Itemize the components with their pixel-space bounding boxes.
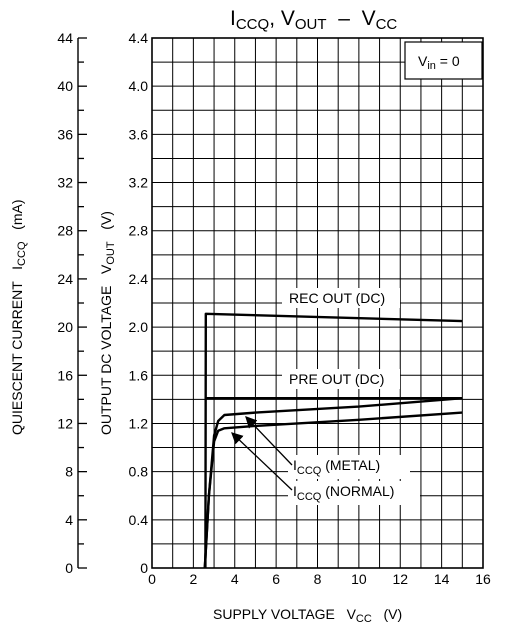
y-right-tick-label: 2.4 xyxy=(129,271,149,287)
series-line-rec-out-dc xyxy=(204,312,463,569)
y-right-tick-label: 1.6 xyxy=(129,367,149,383)
chart-title: ICCQ, VOUT – VCC xyxy=(230,7,397,33)
normal-arrow xyxy=(231,432,293,491)
y-left-tick-label: 8 xyxy=(65,464,73,480)
y-left-tick-label: 44 xyxy=(57,30,73,46)
y-right-axis-label: OUTPUT DC VOLTAGE VOUT (V) xyxy=(98,211,117,435)
metal-arrow xyxy=(245,416,293,466)
y-left-tick-label: 36 xyxy=(57,126,73,142)
y-left-tick-label: 40 xyxy=(57,78,73,94)
x-tick-label: 16 xyxy=(475,571,491,587)
normal-label: ICCQ (NORMAL) xyxy=(293,483,394,503)
y-right-tick-label: 2.0 xyxy=(129,319,149,335)
condition-box xyxy=(404,41,483,80)
y-left-tick-label: 28 xyxy=(57,223,73,239)
pre-out-label: PRE OUT (DC) xyxy=(289,371,384,387)
y-right-tick-label: 4.0 xyxy=(129,78,149,94)
y-right-tick-label: 4.4 xyxy=(129,30,149,46)
x-tick-label: 0 xyxy=(148,571,156,587)
annotations: REC OUT (DC) PRE OUT (DC) ICCQ (METAL) I… xyxy=(231,288,420,505)
y-left-tick-label: 24 xyxy=(57,271,73,287)
series-line-iccq-normal xyxy=(203,411,463,569)
y-right-tick-label: 1.2 xyxy=(129,415,149,431)
y-right-tick-label: 3.6 xyxy=(129,126,149,142)
x-tick-label: 14 xyxy=(434,571,450,587)
y-left-tick-label: 32 xyxy=(57,175,73,191)
series xyxy=(203,312,463,569)
y-right-tick-label: 0.8 xyxy=(129,464,149,480)
condition-label: Vin = 0 xyxy=(418,53,460,72)
metal-label: ICCQ (METAL) xyxy=(293,457,380,477)
x-tick-label: 10 xyxy=(351,571,367,587)
y-left-tick-label: 12 xyxy=(57,415,73,431)
x-tick-label: 12 xyxy=(392,571,408,587)
y-right-tick-label: 0.4 xyxy=(129,512,149,528)
x-tick-label: 2 xyxy=(189,571,197,587)
rec-out-label: REC OUT (DC) xyxy=(289,290,385,306)
axes xyxy=(77,37,484,569)
y-right-tick-label: 2.8 xyxy=(129,223,149,239)
x-tick-label: 8 xyxy=(314,571,322,587)
y-left-axis-label: QUIESCENT CURRENT ICCQ (mA) xyxy=(9,199,28,435)
y-left-tick-label: 4 xyxy=(65,512,73,528)
x-tick-label: 4 xyxy=(231,571,239,587)
y-left-tick-label: 20 xyxy=(57,319,73,335)
plot-frame xyxy=(151,37,484,569)
y-left-tick-label: 16 xyxy=(57,367,73,383)
y-right-tick-label: 0 xyxy=(140,560,148,576)
tick-labels: 04812162024283236404400.40.81.21.62.02.4… xyxy=(57,30,491,587)
x-axis-label: SUPPLY VOLTAGE VCC (V) xyxy=(213,606,402,625)
x-tick-label: 6 xyxy=(272,571,280,587)
y-right-tick-label: 3.2 xyxy=(129,175,149,191)
y-left-tick-label: 0 xyxy=(65,560,73,576)
